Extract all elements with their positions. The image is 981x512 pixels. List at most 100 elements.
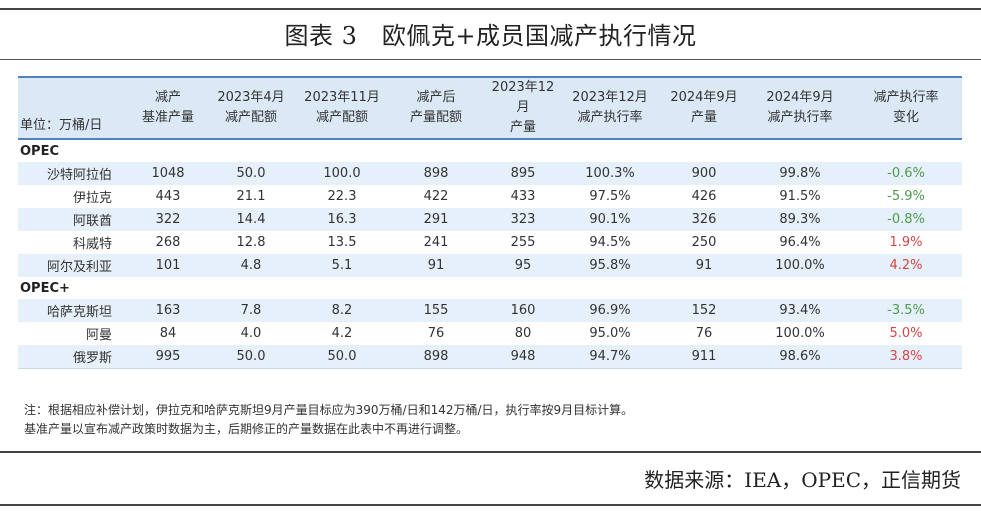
table-cell: 93.4% [750,299,850,322]
table-cell: 250 [691,235,717,250]
table-cell: 98.6% [750,345,850,369]
table-cell: 948 [484,345,562,369]
top-rule [0,8,981,10]
header-text: 减产配额 [224,110,277,125]
table-cell: 422 [423,189,449,204]
table-cell: 91.5% [779,189,821,204]
rate-change-cell: -0.8% [850,208,962,231]
source-rule-top [0,451,981,453]
table-cell: 898 [388,345,484,369]
table-cell: 898 [388,162,484,185]
table-row: 沙特阿拉伯 1048 50.0 100.0 898 895 100.3% 900 99.8% -0… [18,162,962,185]
country-name: 阿尔及利亚 [18,254,130,277]
country-name: 沙特阿拉伯 [18,162,130,185]
rate-change-cell: -5.9% [887,189,925,204]
group-label: OPEC [20,143,59,159]
table-cell: 7.8 [206,299,296,322]
source-rule-bottom [0,504,981,506]
header-text: 产量配额 [409,110,462,125]
table-row: 阿尔及利亚 101 4.8 5.1 91 95 95.8% 91 100.0% 4.2% [18,254,962,277]
country-name: 哈萨克斯坦 [18,299,130,322]
table-cell: 50.0 [296,345,388,369]
table-cell: 91 [388,254,484,277]
country-name: 阿曼 [85,328,112,343]
table-cell: 84 [159,326,177,341]
rate-change-cell: -3.5% [850,299,962,322]
table-cell: 80 [514,326,532,341]
column-header: 2023年11月 减产配额 [296,76,388,140]
table-cell: 94.5% [589,235,631,250]
table-row: 哈萨克斯坦 163 7.8 8.2 155 160 96.9% 152 93.4% -3.5% [18,299,962,322]
table-row: 科威特 268 12.8 13.5 241 255 94.5% 250 96.4% 1.9% [18,231,962,254]
table-header-row: 单位：万桶/日 减产 基准产量 2023年4月 减产配额 2023年11月 减产配额 减产后产… [18,76,962,140]
footnote-line: 基准产量以宣布减产政策时数据为主，后期修正的产量数据在此表中不再进行调整。 [24,422,469,436]
column-header: 减产 基准产量 [130,76,206,140]
production-cut-table: 单位：万桶/日 减产 基准产量 2023年4月 减产配额 2023年11月 减产配额 减产后产… [18,76,962,369]
header-text: 2024年9月 [766,90,834,105]
rate-change-cell: -0.6% [850,162,962,185]
table-cell: 16.3 [296,208,388,231]
header-text: 2023年4月 [217,90,285,105]
table-cell: 1048 [130,162,206,185]
header-text: 单位：万桶/日 [20,118,103,133]
table-row: 阿曼 84 4.0 4.2 76 80 95.0% 76 100.0% 5.0% [18,322,962,345]
table-cell: 101 [130,254,206,277]
table-cell: 95.8% [562,254,658,277]
header-text: 减产执行率 [873,90,939,105]
table-cell: 322 [130,208,206,231]
table-cell: 99.8% [750,162,850,185]
rate-change-cell: 4.2% [850,254,962,277]
table-cell: 8.2 [296,299,388,322]
table-cell: 433 [510,189,536,204]
rate-change-cell: 5.0% [889,326,923,341]
header-text: 产量 [509,120,536,135]
table-cell: 155 [388,299,484,322]
column-header: 2024年9月 减产执行率 [750,76,850,140]
table-cell: 91 [658,254,750,277]
column-header: 减产执行率 变化 [850,76,962,140]
table-cell: 152 [658,299,750,322]
group-row: OPEC+ [18,277,962,299]
data-source: 数据来源：IEA，OPEC，正信期货 [644,468,961,492]
country-name: 阿联酋 [18,208,130,231]
rate-change-cell: 1.9% [889,235,923,250]
figure-title: 图表 3 欧佩克+成员国减产执行情况 [284,22,697,50]
header-text: 2023年11月 [304,90,380,105]
group-row: OPEC [18,139,962,162]
table-cell: 95.0% [589,326,631,341]
data-table-container: 单位：万桶/日 减产 基准产量 2023年4月 减产配额 2023年11月 减产配额 减产后产… [18,76,962,369]
table-cell: 163 [130,299,206,322]
title-rule [0,59,981,60]
header-text: 减产 [154,90,181,105]
rate-change-cell: 3.8% [850,345,962,369]
header-text: 基准产量 [141,110,194,125]
table-cell: 100.0% [775,326,825,341]
table-cell: 255 [510,235,536,250]
table-cell: 76 [695,326,713,341]
table-cell: 76 [427,326,445,341]
table-cell: 100.3% [562,162,658,185]
table-cell: 21.1 [236,189,266,204]
table-body: OPEC 沙特阿拉伯 1048 50.0 100.0 898 895 100.3% 900 99.… [18,139,962,369]
table-cell: 995 [130,345,206,369]
table-cell: 895 [484,162,562,185]
column-header: 2023年4月 减产配额 [206,76,296,140]
table-cell: 900 [658,162,750,185]
table-cell: 13.5 [327,235,357,250]
table-cell: 97.5% [589,189,631,204]
table-cell: 911 [658,345,750,369]
table-cell: 22.3 [327,189,357,204]
footnote: 注：根据相应补偿计划，伊拉克和哈萨克斯坦9月产量目标应为390万桶/日和142万… [24,401,633,439]
header-text: 2023年12月 [572,90,648,105]
table-cell: 323 [484,208,562,231]
header-text: 减产执行率 [767,110,833,125]
table-cell: 4.8 [206,254,296,277]
group-label: OPEC+ [20,280,70,296]
column-header: 2023年12月 减产执行率 [562,76,658,140]
header-text: 减产执行率 [577,110,643,125]
table-cell: 241 [423,235,449,250]
table-cell: 89.3% [750,208,850,231]
table-cell: 268 [155,235,181,250]
header-text: 变化 [892,110,919,125]
column-header: 2024年9月 产量 [658,76,750,140]
